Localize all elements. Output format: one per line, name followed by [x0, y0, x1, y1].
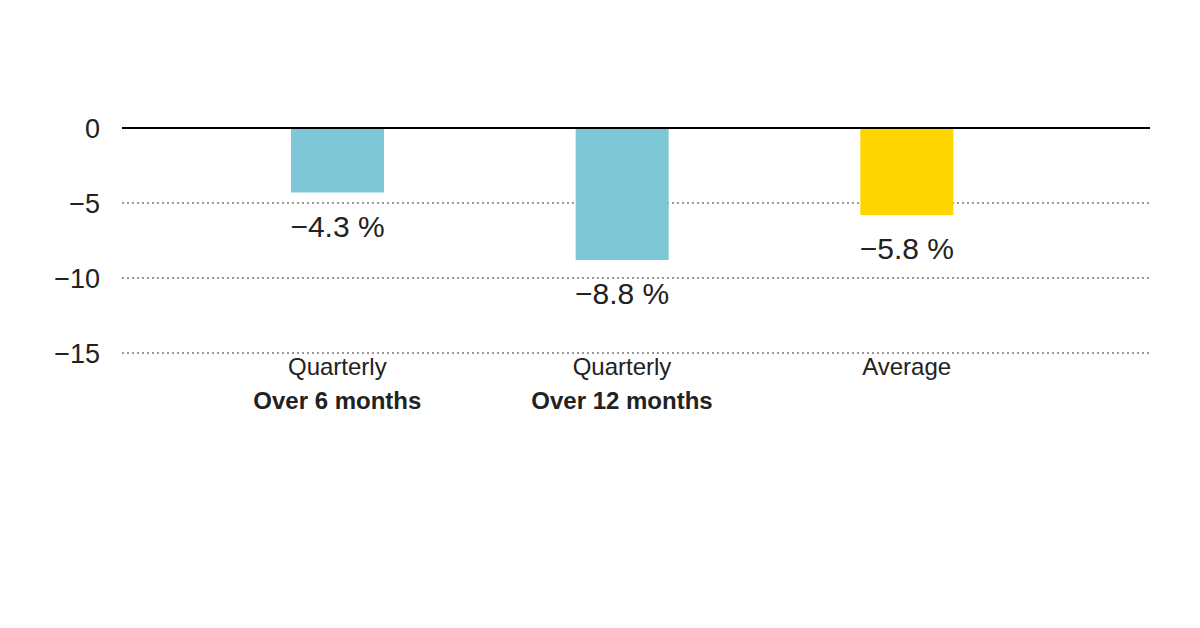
svg-text:−5.8 %: −5.8 %: [860, 232, 954, 265]
svg-text:Quarterly: Quarterly: [288, 353, 387, 380]
svg-text:0: 0: [85, 114, 100, 144]
svg-text:Average: Average: [862, 353, 951, 380]
svg-text:−10: −10: [54, 264, 100, 294]
svg-text:−8.8 %: −8.8 %: [575, 277, 669, 310]
svg-text:−15: −15: [54, 339, 100, 369]
svg-text:Over 12 months: Over 12 months: [531, 387, 712, 414]
svg-text:−5: −5: [69, 189, 100, 219]
svg-text:−4.3 %: −4.3 %: [290, 210, 384, 243]
svg-text:Over 6 months: Over 6 months: [253, 387, 421, 414]
svg-text:Quarterly: Quarterly: [573, 353, 672, 380]
